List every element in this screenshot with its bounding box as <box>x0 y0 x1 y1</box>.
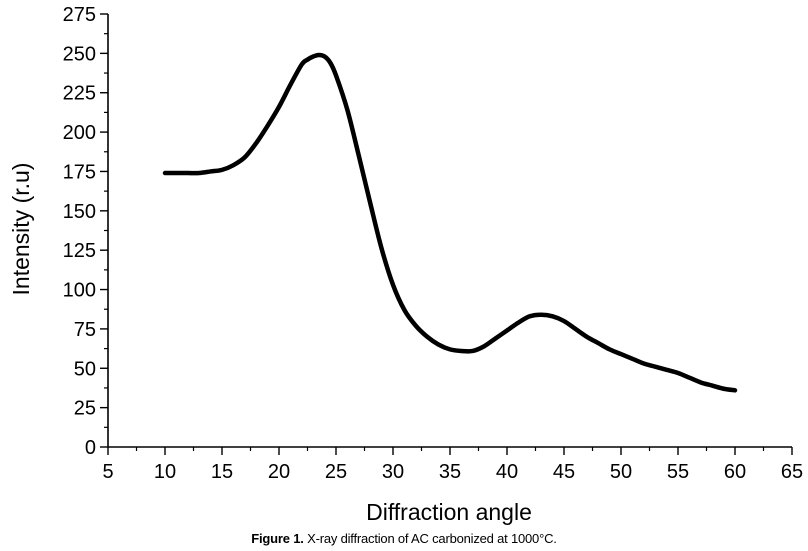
y-tick-label: 125 <box>63 240 96 262</box>
x-tick-label: 25 <box>325 461 347 483</box>
x-tick-label: 40 <box>496 461 518 483</box>
x-axis-title: Diffraction angle <box>366 499 532 525</box>
y-tick-label: 200 <box>63 122 96 144</box>
y-tick-label: 50 <box>74 358 96 380</box>
y-tick-label: 25 <box>74 398 96 420</box>
x-tick-label: 60 <box>724 461 746 483</box>
x-tick-label: 10 <box>154 461 176 483</box>
series-line <box>162 52 738 393</box>
x-tick-label: 45 <box>553 461 575 483</box>
x-tick-label: 65 <box>781 461 803 483</box>
x-tick-label: 55 <box>667 461 689 483</box>
y-tick-label: 275 <box>63 4 96 26</box>
x-tick-label: 20 <box>268 461 290 483</box>
y-tick-label: 0 <box>85 437 96 459</box>
ticks: 0 25 50 75 100 125 150 175 200 225 250 275 5 10 15 20 25… <box>63 4 804 483</box>
x-tick-label: 50 <box>610 461 632 483</box>
y-tick-label: 75 <box>74 319 96 341</box>
caption-label: Figure 1. <box>251 531 304 546</box>
axes <box>107 14 792 448</box>
y-tick-label: 250 <box>63 43 96 65</box>
figure-caption: Figure 1. X-ray diffraction of AC carbon… <box>0 531 808 546</box>
x-tick-label: 35 <box>439 461 461 483</box>
x-tick-label: 5 <box>102 461 113 483</box>
y-axis-title: Intensity (r.u) <box>8 163 34 296</box>
series-group <box>162 52 738 393</box>
caption-text: X-ray diffraction of AC carbonized at 10… <box>307 531 557 546</box>
x-tick-label: 15 <box>211 461 233 483</box>
y-tick-label: 150 <box>63 201 96 223</box>
xrd-chart: 0 25 50 75 100 125 150 175 200 225 250 275 5 10 15 20 25… <box>8 4 804 525</box>
y-tick-label: 175 <box>63 161 96 183</box>
y-tick-label: 225 <box>63 83 96 105</box>
y-tick-label: 100 <box>63 280 96 302</box>
x-tick-label: 30 <box>382 461 404 483</box>
